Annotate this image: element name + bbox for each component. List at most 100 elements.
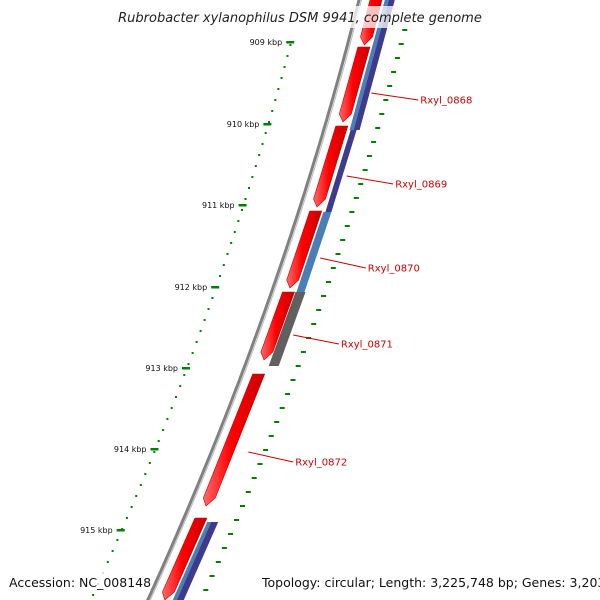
gene-label[interactable]: Rxyl_0872: [295, 458, 347, 469]
ruler-dash: [279, 407, 285, 409]
gene-label[interactable]: Rxyl_0869: [395, 180, 447, 191]
gene-leader-line: [346, 175, 394, 185]
ruler-dash: [311, 323, 317, 325]
ruler-dot: [219, 275, 222, 277]
ruler-dot: [211, 297, 214, 299]
ruler-tick-label: 909 kbp: [250, 38, 283, 47]
ruler-dash: [402, 29, 408, 31]
ruler-dash: [221, 547, 227, 549]
cds-arrow: [202, 373, 266, 507]
ruler-dash: [295, 365, 301, 367]
ruler-dash: [251, 477, 257, 479]
ruler-dash: [375, 127, 381, 129]
ruler-tick-label: 911 kbp: [202, 201, 235, 210]
ruler-tick-label: 913 kbp: [145, 364, 178, 373]
gene-label[interactable]: Rxyl_0871: [341, 340, 393, 351]
ruler-dot: [183, 374, 186, 376]
ruler-dot: [166, 418, 169, 420]
ruler-dot: [162, 429, 165, 431]
ruler-dot: [170, 407, 173, 409]
backbone-highlight: [149, 0, 363, 600]
ruler-dot: [153, 451, 156, 453]
ruler-dash: [383, 99, 389, 101]
footer-backdrop-left: [4, 572, 150, 592]
cog-bar-purple: [176, 522, 219, 600]
ruler-dash: [330, 267, 336, 269]
ruler-dot: [199, 330, 202, 332]
ruler-dash: [268, 435, 274, 437]
ruler-dash: [362, 169, 368, 171]
gene-label[interactable]: Rxyl_0870: [368, 264, 420, 275]
ruler-major-tick: [263, 123, 272, 126]
ruler-dash: [263, 449, 269, 451]
cds-arrow: [162, 517, 208, 600]
ruler-dot: [111, 550, 114, 552]
ruler-major-tick: [286, 41, 295, 44]
ruler-dot: [226, 253, 229, 255]
title-backdrop: [100, 6, 500, 28]
ruler-dot: [187, 363, 190, 365]
footer-backdrop-right: [258, 572, 596, 592]
ruler-dot: [261, 143, 264, 145]
ruler-dash: [321, 295, 327, 297]
map-title: Rubrobacter xylanophilus DSM 9941, compl…: [118, 11, 482, 26]
ruler-dot: [277, 88, 280, 90]
ruler-dot: [92, 594, 95, 596]
ruler-dash: [353, 197, 359, 199]
ruler-dot: [244, 198, 247, 200]
ruler-dash: [344, 225, 350, 227]
ruler-dot: [289, 44, 292, 46]
ruler-tick-label: 914 kbp: [114, 445, 147, 454]
ruler-dot: [139, 484, 142, 486]
ruler-dash: [234, 519, 239, 521]
ruler-dot: [230, 242, 233, 244]
ruler-dot: [157, 440, 160, 442]
ruler-dot: [283, 66, 286, 68]
ruler-major-tick: [182, 367, 190, 370]
gene-label[interactable]: Rxyl_0868: [420, 96, 472, 107]
gene-leader-line: [293, 334, 339, 345]
ruler-dot: [286, 55, 289, 57]
ruler-dash: [391, 71, 397, 73]
ruler-dot: [125, 517, 128, 519]
cog-bar-blue: [172, 522, 212, 600]
ruler-dash: [394, 57, 400, 59]
cog-bar-gray: [268, 292, 306, 366]
ruler-dot: [144, 473, 147, 475]
gene-leader-line: [371, 92, 419, 101]
gene-labels: Rxyl_0868 Rxyl_0869 Rxyl_0870 Rxyl_0871 Rxyl…: [248, 92, 472, 469]
gene-leader-line: [248, 451, 294, 463]
ruler-dot: [248, 187, 250, 189]
ruler-dash: [203, 589, 209, 591]
ruler-dot: [254, 165, 257, 167]
ruler-dash: [209, 575, 215, 577]
ruler-dot: [237, 220, 240, 222]
ruler-dash: [398, 43, 404, 45]
ruler-dash: [326, 281, 331, 283]
ruler-dash: [245, 491, 251, 493]
ruler-dash: [358, 183, 364, 185]
ruler-tick-label: 912 kbp: [175, 283, 208, 292]
gene-leader-line: [320, 257, 366, 269]
ruler-dash: [285, 393, 291, 395]
ruler-dash: [340, 239, 346, 241]
ruler-dash: [335, 253, 341, 255]
ruler-dash: [371, 141, 377, 143]
ruler-dash: [257, 463, 263, 465]
ruler-dot: [268, 121, 270, 123]
topology-text: Topology: circular; Length: 3,225,748 bp…: [261, 575, 600, 590]
cog-bar-purple: [353, 0, 395, 130]
ruler-dot: [264, 132, 267, 134]
ruler-dot: [222, 264, 225, 266]
ruler-dash: [366, 155, 372, 157]
ruler-dot: [207, 308, 210, 310]
ruler-dot: [175, 396, 177, 398]
cog-bar-purple: [325, 130, 357, 212]
ruler-dash: [240, 505, 245, 507]
ruler-major-tick: [150, 448, 159, 451]
ruler-dot: [233, 231, 236, 233]
cds-track: [162, 0, 383, 600]
ruler-dot: [280, 77, 283, 79]
cds-arrow: [313, 125, 349, 208]
